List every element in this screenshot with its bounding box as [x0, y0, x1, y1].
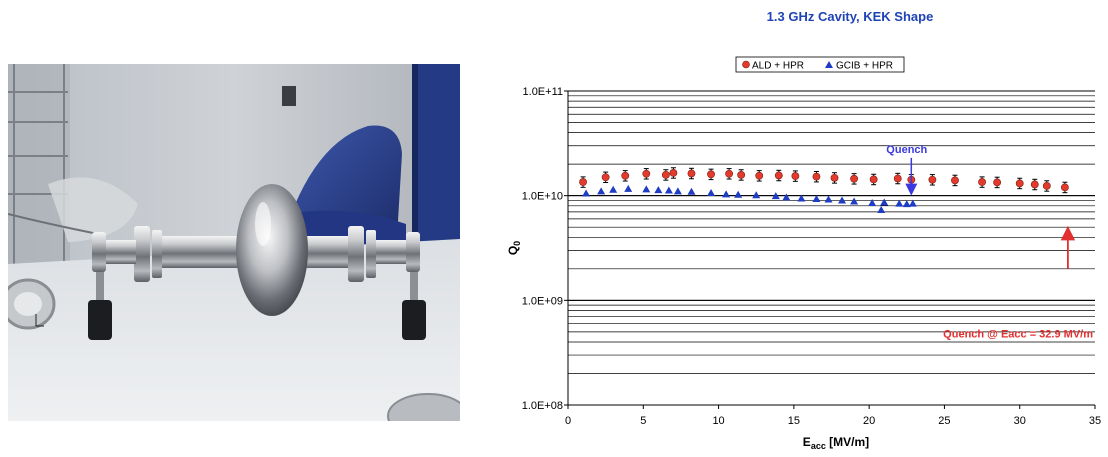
legend-marker-gcib — [825, 61, 833, 68]
x-tick-labels: 0 5 10 15 20 25 30 35 — [565, 415, 1101, 427]
data-point-gcib — [895, 199, 904, 207]
data-point-ald — [774, 171, 783, 180]
data-point-gcib — [902, 200, 911, 208]
gridlines — [568, 90, 1095, 406]
data-point-ald — [791, 172, 800, 180]
data-point-gcib — [687, 187, 696, 195]
data-point-gcib — [782, 193, 791, 201]
data-point-gcib — [609, 185, 618, 193]
x-tick-label: 25 — [938, 415, 950, 427]
data-point-ald — [737, 170, 746, 179]
data-point-ald — [621, 171, 630, 180]
legend-label-ald: ALD + HPR — [752, 61, 804, 72]
data-point-gcib — [597, 187, 606, 195]
cavity-photo — [8, 64, 460, 421]
data-point-ald — [1015, 179, 1024, 188]
data-point-gcib — [642, 185, 651, 193]
data-point-ald — [850, 174, 858, 183]
quench-eacc-annotation: Quench @ Eacc = 32.9 MV/m — [943, 329, 1093, 341]
data-point-ald — [893, 174, 902, 183]
y-tick-labels: 1.0E+11 1.0E+10 1.0E+09 1.0E+08 — [522, 86, 563, 412]
data-point-gcib — [752, 191, 761, 199]
x-tick-label: 0 — [565, 415, 571, 427]
data-point-ald — [1042, 181, 1051, 190]
data-point-ald — [579, 178, 587, 186]
x-tick-label: 5 — [640, 415, 646, 427]
x-tick-label: 35 — [1089, 415, 1101, 427]
annotations: Quench Quench @ Eacc = 32.9 MV/m — [886, 144, 1093, 341]
legend-marker-ald — [742, 60, 750, 69]
data-point-gcib — [880, 198, 889, 206]
x-tick-label: 20 — [863, 415, 875, 427]
data-point-gcib — [868, 199, 877, 207]
data-point-ald — [830, 173, 839, 182]
data-point-ald — [978, 178, 986, 186]
data-point-ald — [725, 169, 734, 178]
x-tick-label: 30 — [1014, 415, 1026, 427]
y-tick-label: 1.0E+08 — [522, 400, 563, 412]
data-point-ald — [707, 170, 715, 179]
quench-annotation: Quench — [886, 144, 927, 156]
data-point-ald — [869, 175, 878, 184]
data-point-gcib — [771, 192, 780, 200]
data-point-gcib — [877, 205, 886, 213]
legend-label-gcib: GCIB + HPR — [836, 61, 893, 72]
y-axis-label: Q0 — [506, 241, 522, 255]
data-point-gcib — [838, 196, 847, 204]
data-point-ald — [642, 169, 651, 178]
x-tick-label: 15 — [788, 415, 800, 427]
data-point-gcib — [707, 189, 716, 197]
data-point-gcib — [824, 195, 833, 203]
cavity-photo-drawing — [8, 64, 460, 421]
data-point-gcib — [812, 194, 821, 202]
data-point-ald — [661, 170, 670, 179]
data-point-gcib — [797, 194, 806, 202]
y-tick-label: 1.0E+09 — [522, 295, 563, 307]
data-point-ald — [687, 169, 696, 178]
data-point-gcib — [664, 186, 673, 194]
x-tick-label: 10 — [712, 415, 724, 427]
data-point-gcib — [654, 186, 663, 194]
y-tick-label: 1.0E+11 — [523, 86, 563, 98]
data-point-gcib — [722, 190, 731, 198]
data-point-gcib — [624, 184, 633, 192]
data-point-ald — [1060, 183, 1069, 192]
chart-title: 1.3 GHz Cavity, KEK Shape — [766, 9, 934, 24]
y-tick-label: 1.0E+10 — [522, 191, 563, 203]
data-point-ald — [928, 175, 937, 184]
data-point-gcib — [734, 190, 743, 198]
data-point-ald — [601, 173, 610, 182]
series-points — [579, 167, 1069, 213]
data-point-ald — [669, 169, 678, 177]
legend-box — [735, 56, 905, 73]
legend: ALD + HPR GCIB + HPR — [735, 56, 905, 73]
data-point-ald — [951, 176, 959, 185]
data-point-ald — [755, 171, 764, 180]
axes — [564, 90, 1096, 409]
data-point-gcib — [673, 187, 682, 195]
data-point-gcib — [850, 197, 859, 205]
data-point-ald — [1030, 180, 1039, 189]
x-axis-label: Eacc [MV/m] — [803, 435, 869, 451]
data-point-gcib — [908, 199, 917, 207]
data-point-gcib — [582, 189, 591, 197]
data-point-ald — [993, 178, 1002, 187]
data-point-ald — [812, 172, 821, 181]
